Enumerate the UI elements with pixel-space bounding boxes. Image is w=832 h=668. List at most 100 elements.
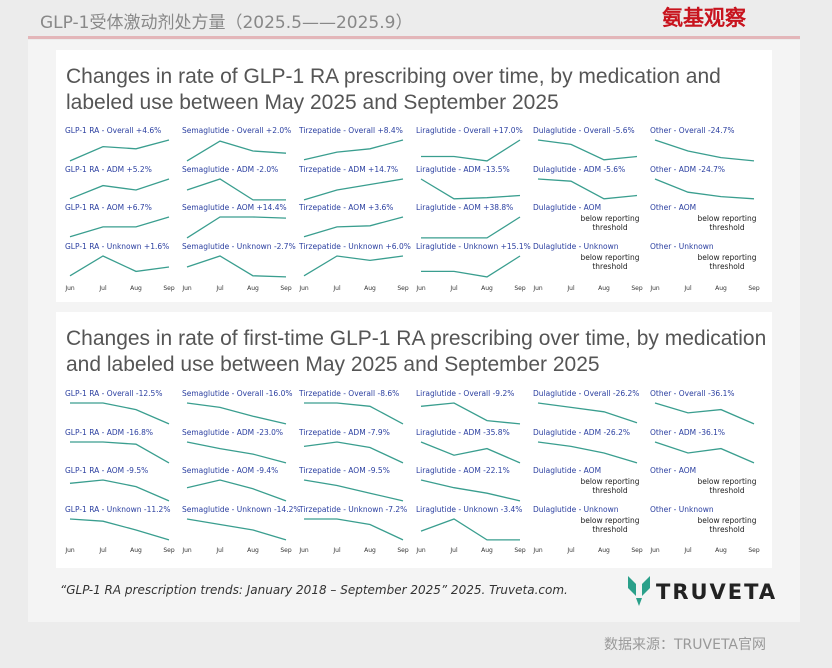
- sparkline: [537, 402, 638, 424]
- sparkline: [421, 139, 521, 162]
- x-tick-label: Jun: [416, 285, 426, 292]
- x-tick-label: Jul: [99, 285, 107, 292]
- x-tick-label: Sep: [514, 285, 526, 292]
- sparkline: [420, 518, 520, 541]
- sparkline: [420, 479, 521, 502]
- line: [186, 518, 287, 541]
- x-tick-label: Jun: [533, 547, 543, 554]
- line: [654, 178, 755, 200]
- note: below reporting threshold: [697, 214, 757, 232]
- x-tick-label: Aug: [481, 547, 493, 554]
- chart-title: GLP-1 RA - Unknown +1.6%: [65, 242, 170, 251]
- sparkline: [69, 139, 170, 162]
- x-tick-label: Jul: [216, 285, 224, 292]
- chart-title: Tirzepatide - Overall -8.6%: [299, 389, 400, 398]
- sparkline: [303, 178, 404, 201]
- line: [303, 216, 404, 238]
- sparkline: [186, 255, 287, 278]
- sparkline: [303, 216, 404, 238]
- sparkline: [186, 140, 287, 162]
- x-tick-label: Sep: [163, 547, 175, 554]
- x-tick-label: Jun: [182, 285, 192, 292]
- chart-title: Tirzepatide - ADM +14.7%: [299, 165, 399, 174]
- sparkline: [654, 139, 755, 162]
- logo: 氨基观察: [662, 6, 746, 30]
- line: [186, 402, 287, 425]
- chart-title: GLP-1 RA - Unknown -11.2%: [65, 505, 171, 514]
- x-tick-label: Aug: [130, 547, 142, 554]
- sparkline: [186, 216, 287, 239]
- x-tick-label: Aug: [715, 547, 727, 554]
- x-tick-label: Sep: [631, 285, 643, 292]
- line: [186, 216, 287, 239]
- line: [303, 441, 404, 464]
- panel: [56, 312, 772, 568]
- x-tick-label: Jun: [533, 285, 543, 292]
- line: [186, 255, 287, 278]
- chart-title: Semaglutide - ADM -2.0%: [182, 165, 279, 174]
- chart-title: Liraglutide - ADM -13.5%: [416, 165, 510, 174]
- sparkline: [304, 402, 404, 425]
- sparkline: [186, 178, 286, 201]
- x-tick-label: Sep: [748, 285, 760, 292]
- line: [537, 139, 638, 161]
- chart-title: Liraglutide - Overall +17.0%: [416, 126, 523, 135]
- note: below reporting threshold: [580, 253, 640, 271]
- line: [421, 255, 521, 278]
- line: [70, 441, 170, 464]
- chart-title: GLP-1 RA - AOM +6.7%: [65, 203, 152, 212]
- chart-title: Liraglutide - AOM -22.1%: [416, 466, 510, 475]
- citation: “GLP-1 RA prescription trends: January 2…: [60, 583, 568, 597]
- sparkline: [654, 178, 755, 200]
- divider: [28, 36, 800, 39]
- line: [69, 255, 170, 277]
- line: [654, 402, 755, 425]
- sparkline: [70, 402, 170, 425]
- x-tick-label: Sep: [280, 547, 292, 554]
- sparkline: [420, 441, 521, 464]
- header-title: GLP-1受体激动剂处方量（2025.5——2025.9）: [40, 13, 413, 33]
- x-tick-label: Jun: [65, 547, 75, 554]
- line: [186, 441, 287, 464]
- sparkline: [654, 441, 755, 464]
- chart-title: Other - Unknown: [650, 242, 714, 251]
- line: [69, 479, 170, 502]
- panel-title: Changes in rate of GLP-1 RA prescribing …: [66, 65, 721, 114]
- chart-title: Other - AOM: [650, 466, 697, 475]
- x-tick-label: Jul: [684, 285, 692, 292]
- chart-title: GLP-1 RA - ADM +5.2%: [65, 165, 152, 174]
- x-tick-label: Sep: [514, 547, 526, 554]
- sparkline: [69, 479, 170, 502]
- line: [69, 216, 170, 238]
- chart-title: Liraglutide - Unknown -3.4%: [416, 505, 523, 514]
- chart-title: Liraglutide - Overall -9.2%: [416, 389, 515, 398]
- sparkline: [303, 255, 404, 277]
- note: below reporting threshold: [580, 516, 640, 534]
- note: below reporting threshold: [697, 516, 757, 534]
- x-tick-label: Aug: [715, 285, 727, 292]
- chart-title: Tirzepatide - Unknown +6.0%: [299, 242, 411, 251]
- x-tick-label: Jun: [416, 547, 426, 554]
- x-tick-label: Sep: [397, 547, 409, 554]
- sparkline: [420, 178, 521, 200]
- line: [421, 216, 521, 239]
- chart-title: Other - AOM: [650, 203, 697, 212]
- x-tick-label: Jul: [684, 547, 692, 554]
- x-tick-label: Aug: [364, 547, 376, 554]
- x-tick-label: Aug: [130, 285, 142, 292]
- x-tick-label: Jul: [567, 547, 575, 554]
- panel-title: Changes in rate of first-time GLP-1 RA p…: [66, 327, 767, 376]
- note: below reporting threshold: [697, 253, 757, 271]
- x-tick-label: Sep: [397, 285, 409, 292]
- line: [186, 479, 287, 502]
- line: [303, 479, 404, 502]
- x-tick-label: Aug: [598, 285, 610, 292]
- sparkline: [654, 402, 755, 425]
- line: [420, 518, 520, 541]
- x-tick-label: Jul: [567, 285, 575, 292]
- chart-title: Other - Overall -36.1%: [650, 389, 735, 398]
- line: [537, 178, 638, 200]
- sparkline: [304, 518, 404, 541]
- x-tick-label: Jul: [333, 285, 341, 292]
- chart-title: Tirzepatide - ADM -7.9%: [299, 428, 390, 437]
